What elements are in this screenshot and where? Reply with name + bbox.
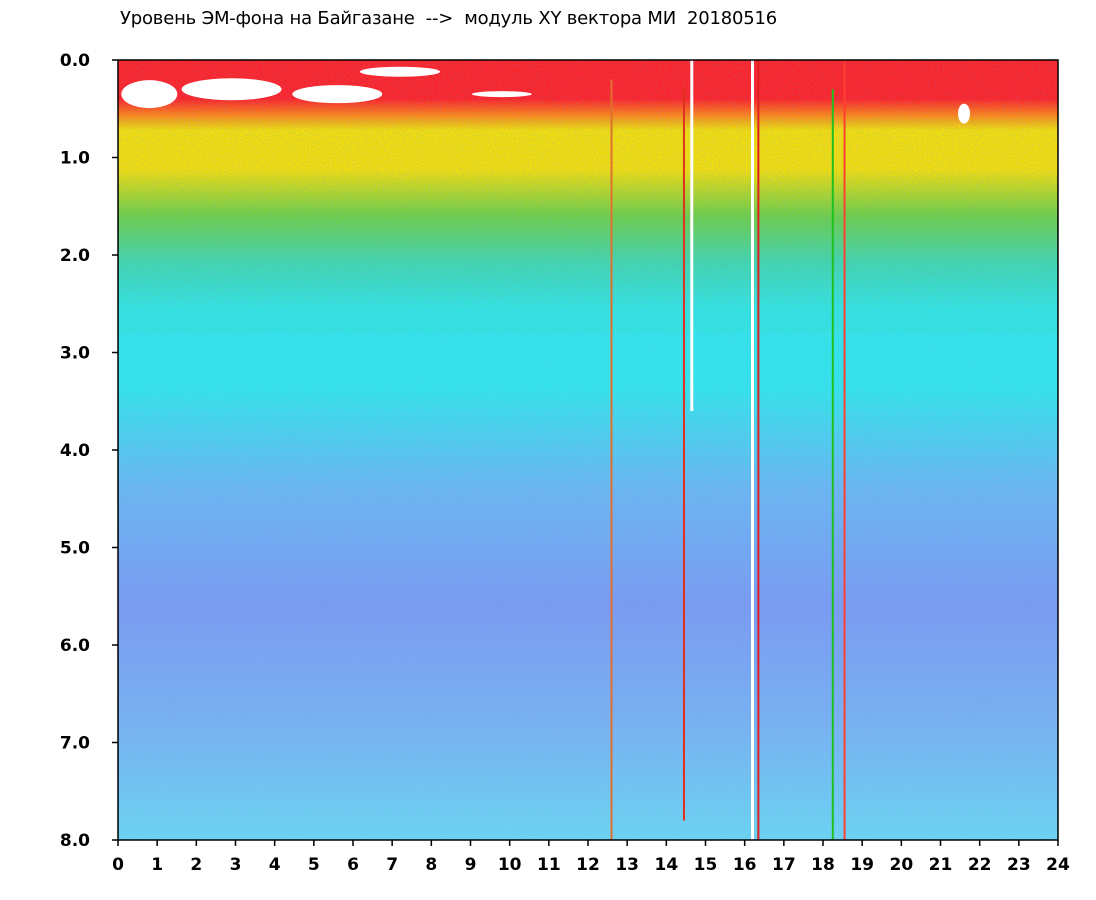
- y-tick-label: 5.0: [60, 539, 90, 559]
- x-tick-label: 10: [498, 855, 522, 875]
- x-tick-label: 21: [929, 855, 953, 875]
- x-tick-label: 15: [694, 855, 718, 875]
- x-tick-label: 2: [190, 855, 202, 875]
- y-tick-label: 1.0: [60, 149, 90, 169]
- x-tick-label: 20: [889, 855, 913, 875]
- x-tick-label: 13: [615, 855, 639, 875]
- y-tick-label: 7.0: [60, 734, 90, 754]
- x-axis: 0 1 2 3 4 5 6 7 8 9 10 11 12 13 14 15 16 17 18 19 20 21 22 23 24: [112, 840, 1070, 875]
- y-tick-label: 4.0: [60, 441, 90, 461]
- x-tick-label: 14: [654, 855, 678, 875]
- x-tick-label: 22: [968, 855, 992, 875]
- x-tick-label: 7: [386, 855, 398, 875]
- x-tick-label: 4: [269, 855, 281, 875]
- y-tick-label: 0.0: [60, 51, 90, 71]
- x-tick-label: 24: [1046, 855, 1070, 875]
- x-tick-label: 16: [733, 855, 757, 875]
- x-tick-label: 18: [811, 855, 835, 875]
- x-tick-label: 5: [308, 855, 320, 875]
- x-tick-label: 9: [465, 855, 477, 875]
- spectrogram-noise-green: [118, 118, 1058, 333]
- saturation-blob: [958, 103, 970, 124]
- y-tick-label: 8.0: [60, 831, 90, 851]
- x-tick-label: 17: [772, 855, 796, 875]
- x-tick-label: 12: [576, 855, 600, 875]
- y-axis: 0.0 1.0 2.0 3.0 4.0 5.0 6.0 7.0 8.0: [60, 51, 118, 851]
- x-tick-label: 6: [347, 855, 359, 875]
- chart-title: Уровень ЭМ-фона на Байгазане --> модуль …: [120, 8, 778, 29]
- y-tick-label: 3.0: [60, 344, 90, 364]
- y-tick-label: 2.0: [60, 246, 90, 266]
- saturation-blob: [121, 80, 178, 109]
- saturation-blob: [360, 66, 440, 77]
- x-tick-label: 0: [112, 855, 124, 875]
- plot-area: [118, 60, 1058, 840]
- x-tick-label: 3: [230, 855, 242, 875]
- x-tick-label: 8: [425, 855, 437, 875]
- saturation-blob: [471, 91, 532, 98]
- x-tick-label: 23: [1007, 855, 1031, 875]
- x-tick-label: 11: [537, 855, 561, 875]
- y-tick-label: 6.0: [60, 636, 90, 656]
- x-tick-label: 19: [850, 855, 874, 875]
- saturation-blob: [181, 78, 282, 101]
- saturation-blob: [292, 85, 383, 104]
- x-tick-label: 1: [151, 855, 163, 875]
